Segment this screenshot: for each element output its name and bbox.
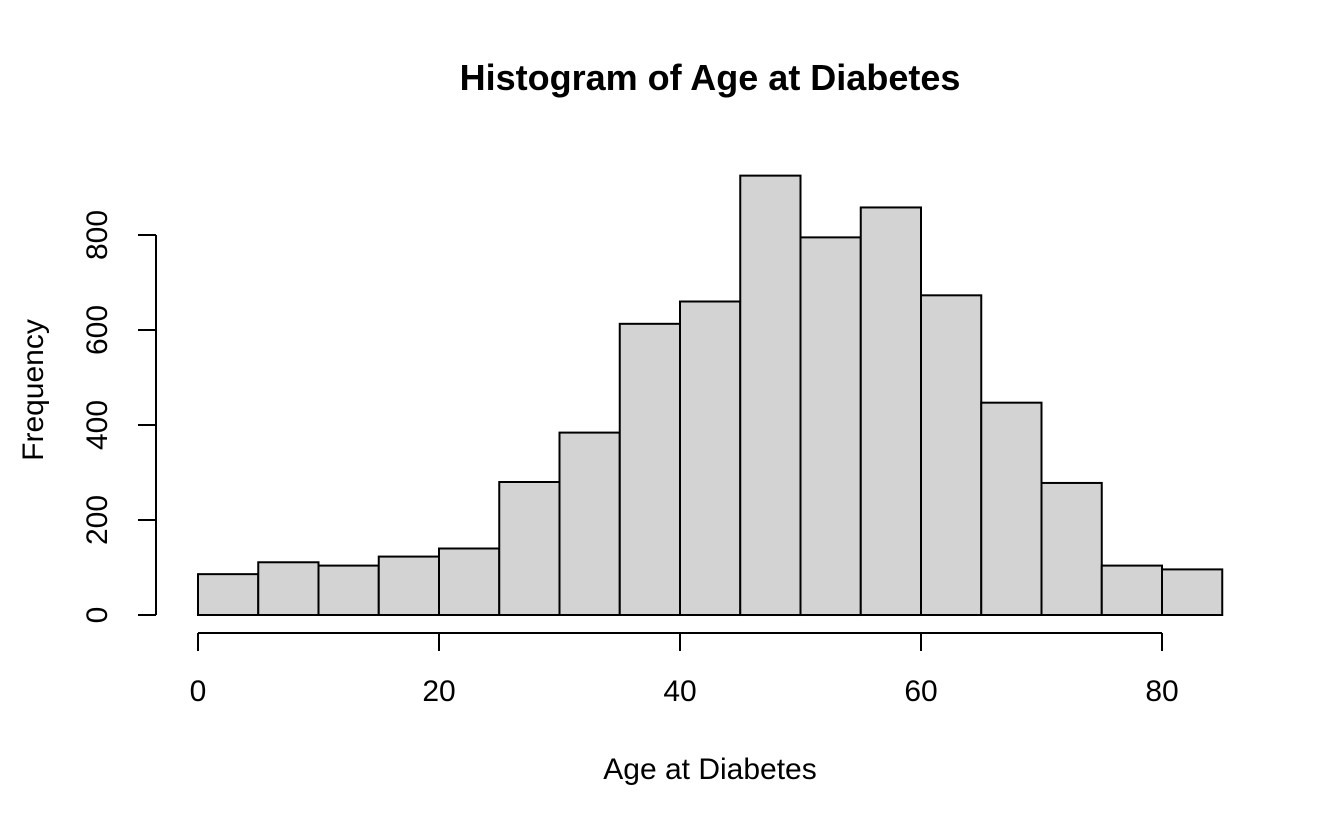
x-tick-label: 0 (190, 675, 207, 708)
histogram-bar (920, 294, 983, 616)
histogram-bar (739, 174, 802, 617)
histogram-bar (377, 555, 440, 617)
histogram-bar (679, 300, 742, 616)
histogram-bar (618, 322, 681, 616)
y-axis-label: Frequency (17, 319, 50, 461)
x-tick-label: 40 (663, 675, 696, 708)
histogram-bar (558, 431, 621, 616)
x-axis: 0 20 40 60 80 (190, 632, 1179, 708)
histogram-bar (438, 547, 501, 616)
y-tick-label: 0 (81, 607, 114, 624)
histogram-bar (498, 481, 561, 616)
histogram-bar (197, 573, 260, 617)
chart-title: Histogram of Age at Diabetes (460, 57, 961, 98)
histogram-bar (1161, 568, 1224, 617)
x-tick-label: 60 (904, 675, 937, 708)
histogram-bar (1040, 481, 1103, 617)
histogram-bar (980, 401, 1043, 616)
y-tick-label: 200 (81, 495, 114, 545)
x-tick-label: 80 (1145, 675, 1178, 708)
histogram-bar (859, 206, 922, 616)
x-tick-label: 20 (422, 675, 455, 708)
y-axis: 0 200 400 600 800 (81, 210, 157, 624)
y-tick-label: 800 (81, 210, 114, 260)
histogram-bar (317, 564, 380, 616)
histogram-bar (257, 561, 320, 617)
x-axis-label: Age at Diabetes (603, 753, 816, 786)
histogram-bar (1100, 564, 1163, 616)
histogram-bar (799, 236, 862, 617)
y-tick-label: 600 (81, 305, 114, 355)
y-tick-label: 400 (81, 400, 114, 450)
bars-group (197, 174, 1224, 617)
